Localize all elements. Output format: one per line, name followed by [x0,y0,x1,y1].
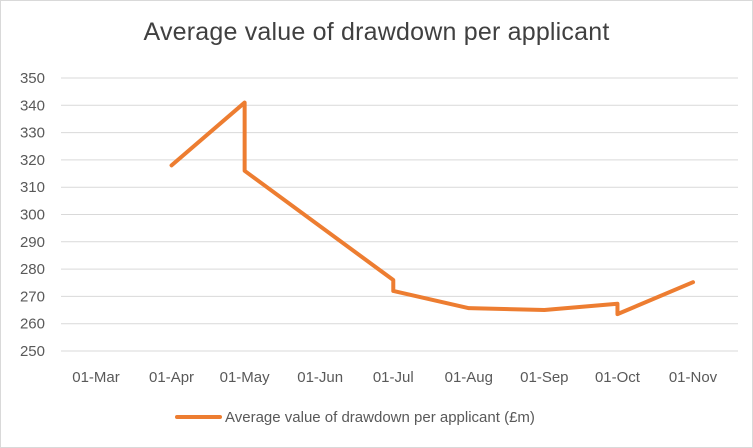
x-tick-label: 01-Apr [149,369,194,386]
x-tick-label: 01-Oct [595,369,641,386]
y-axis-tick-labels: 250 260 270 280 290 300 310 320 330 340 350 [20,70,45,360]
y-tick-label: 310 [20,179,45,196]
y-tick-label: 280 [20,261,45,278]
series-line [169,100,695,317]
y-tick-label: 320 [20,152,45,169]
x-tick-label: 01-Nov [669,369,718,386]
x-tick-label: 01-May [220,369,271,386]
legend: Average value of drawdown per applicant … [175,409,535,426]
y-tick-label: 260 [20,316,45,333]
y-tick-label: 350 [20,70,45,87]
x-tick-label: 01-Jun [297,369,343,386]
y-tick-label: 300 [20,207,45,224]
x-tick-label: 01-Sep [520,369,568,386]
x-tick-label: 01-Mar [72,369,120,386]
x-axis-tick-labels: 01-Mar 01-Apr 01-May 01-Jun 01-Jul 01-Aug 01-S… [72,369,717,386]
x-tick-label: 01-Aug [445,369,493,386]
gridlines [61,77,738,352]
legend-label: Average value of drawdown per applicant … [225,409,535,426]
x-tick-label: 01-Jul [373,369,414,386]
y-tick-label: 290 [20,234,45,251]
y-tick-label: 330 [20,125,45,142]
y-tick-label: 270 [20,288,45,305]
y-tick-label: 340 [20,97,45,114]
series-lines [169,100,695,317]
chart-title: Average value of drawdown per applicant [143,18,610,46]
y-tick-label: 250 [20,343,45,360]
